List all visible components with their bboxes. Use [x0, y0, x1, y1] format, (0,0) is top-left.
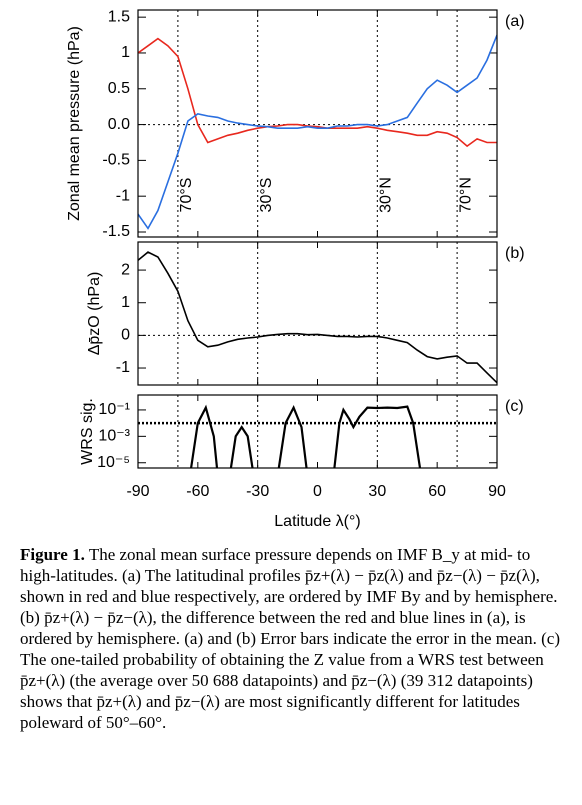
x-tick-label: 0 [313, 483, 322, 500]
data-line [138, 37, 497, 148]
latitude-label: 30°N [378, 177, 395, 213]
y-tick-label: 1.5 [108, 8, 130, 25]
y-tick-label: 0.5 [108, 80, 130, 97]
plot-frame [137, 394, 498, 469]
plot-frame [137, 241, 498, 386]
figure: 70°S 30°S 30°N 70°N 1.5 1 0.5 0.0 -0.5 -1 -1.5 (a) Z… [66, 8, 525, 530]
y-tick-label: -0.5 [102, 152, 130, 169]
data-line [138, 34, 497, 230]
caption-text: The zonal mean surface pressure depends … [20, 545, 560, 732]
x-tick-label: 30 [368, 483, 386, 500]
panel-label: (a) [505, 13, 525, 30]
y-axis-label: Zonal mean pressure (hPa) [66, 26, 83, 221]
data-line [189, 404, 422, 468]
data-line [138, 251, 497, 384]
plot-frame [137, 9, 498, 238]
y-tick-label: -1 [116, 359, 130, 376]
panel-label: (c) [505, 398, 524, 415]
latitude-label: 30°S [258, 178, 275, 213]
y-tick-label: 0.0 [108, 116, 130, 133]
x-tick-label: 60 [428, 483, 446, 500]
y-tick-label: 1 [121, 44, 130, 61]
x-tick-label: -90 [126, 483, 149, 500]
x-tick-label: 90 [488, 483, 506, 500]
y-tick-label: 2 [121, 261, 130, 278]
y-tick-label: 1 [121, 294, 130, 311]
y-axis-label: WRS sig. [79, 398, 96, 465]
caption-label: Figure 1. [20, 545, 85, 564]
x-tick-label: -60 [186, 483, 209, 500]
latitude-label: 70°S [178, 178, 195, 213]
latitude-label: 70°N [457, 177, 474, 213]
y-tick-label: -1 [116, 187, 130, 204]
y-tick-label: 10⁻³ [98, 428, 130, 445]
y-tick-label: -1.5 [102, 223, 130, 240]
caption: Figure 1. The zonal mean surface pressur… [20, 544, 568, 733]
y-tick-label: 10⁻¹ [98, 401, 130, 418]
y-tick-label: 10⁻⁵ [97, 454, 130, 471]
y-axis-label: Δp̄zO (hPa) [86, 272, 103, 356]
panel-label: (b) [505, 245, 525, 262]
x-axis-label: Latitude λ(°) [274, 513, 360, 530]
x-tick-label: -30 [246, 483, 269, 500]
y-tick-label: 0 [121, 327, 130, 344]
